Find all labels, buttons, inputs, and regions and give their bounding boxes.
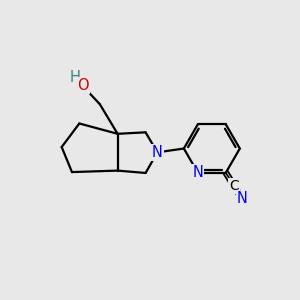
Text: C: C — [229, 179, 239, 193]
Text: N: N — [237, 191, 248, 206]
Text: N: N — [152, 145, 163, 160]
Text: H: H — [70, 70, 81, 85]
Text: N: N — [192, 165, 203, 180]
Text: O: O — [77, 78, 89, 93]
